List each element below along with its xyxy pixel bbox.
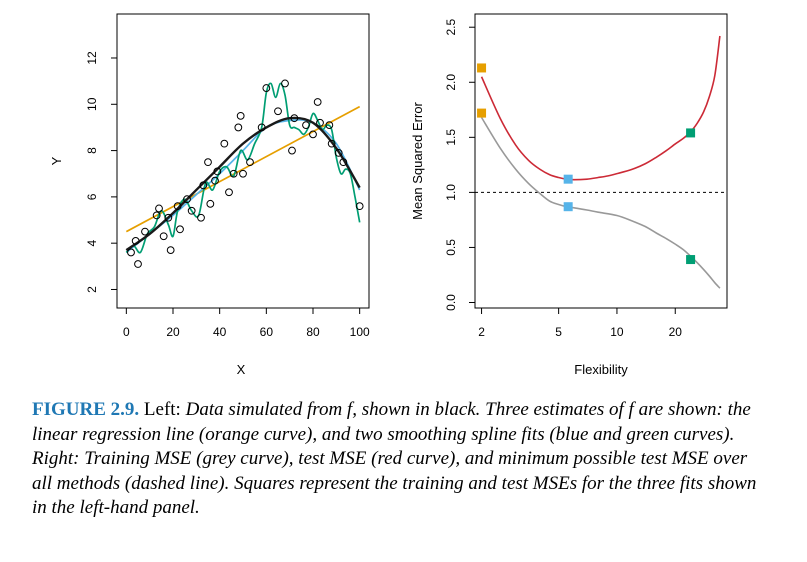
right-x-tick-label: 5 xyxy=(555,325,562,339)
right-y-tick-label: 0.0 xyxy=(444,294,458,311)
left-fitted-curves xyxy=(125,82,361,254)
right-curve-grey xyxy=(480,117,721,289)
left-data-point xyxy=(141,227,149,236)
left-data-point xyxy=(246,158,254,167)
figure-caption: FIGURE 2.9. Left: Data simulated from f,… xyxy=(32,398,762,521)
left-x-tick-label: 60 xyxy=(260,325,274,339)
right-axis-ticks: 2 5 10 20 0.0 0.5 1.0 1.5 2.0 2.5 xyxy=(444,19,682,339)
left-data-point xyxy=(159,232,168,241)
left-data-point xyxy=(288,146,296,155)
left-y-tick-label: 6 xyxy=(85,193,99,200)
left-y-axis-title: Y xyxy=(49,156,64,165)
right-panel-mse: 2 5 10 20 0.0 0.5 1.0 1.5 2.0 2.5 Flexibility Mea… xyxy=(410,13,728,377)
left-data-point xyxy=(281,79,289,88)
right-y-tick-label: 2.0 xyxy=(444,74,458,91)
left-data-point xyxy=(187,206,196,215)
left-data-point xyxy=(274,107,282,116)
left-data-point xyxy=(220,139,229,148)
left-curve-green xyxy=(125,82,361,254)
left-y-tick-label: 4 xyxy=(85,240,99,247)
left-data-point xyxy=(236,111,245,120)
right-plot-frame xyxy=(474,13,728,309)
left-data-point xyxy=(355,202,364,211)
left-data-point xyxy=(183,195,191,204)
left-x-tick-label: 40 xyxy=(213,325,227,339)
caption-figure-label: FIGURE 2.9. xyxy=(32,399,140,420)
left-data-points xyxy=(127,79,364,268)
right-y-tick-label: 0.5 xyxy=(444,239,458,256)
left-data-point xyxy=(257,123,266,132)
caption-body: Data simulated from f, shown in black. T… xyxy=(32,399,757,518)
left-x-tick-label: 100 xyxy=(350,325,370,339)
left-data-point xyxy=(325,121,334,130)
left-data-point xyxy=(234,123,243,132)
left-x-tick-label: 80 xyxy=(306,325,320,339)
left-data-point xyxy=(302,121,310,130)
left-data-point xyxy=(173,202,182,211)
left-data-point xyxy=(204,158,212,167)
left-data-point xyxy=(225,188,233,197)
left-data-point xyxy=(197,213,205,222)
right-square-orange xyxy=(477,63,487,73)
right-fit-squares xyxy=(477,63,696,265)
left-panel-scatter: 0 20 40 60 80 100 2 4 6 8 10 12 X Y xyxy=(49,13,370,377)
left-x-axis-title: X xyxy=(237,362,246,377)
left-axis-ticks: 0 20 40 60 80 100 2 4 6 8 10 12 xyxy=(85,51,370,339)
caption-lead: Left: xyxy=(139,399,186,420)
right-square-orange xyxy=(477,108,487,118)
left-y-tick-label: 10 xyxy=(85,97,99,111)
left-data-point xyxy=(213,167,222,176)
left-data-point xyxy=(134,260,142,268)
right-x-tick-label: 20 xyxy=(669,325,683,339)
right-square-blue xyxy=(563,202,573,212)
left-curve-black xyxy=(125,116,361,252)
left-data-point xyxy=(262,84,271,92)
left-data-point xyxy=(164,213,173,222)
right-square-blue xyxy=(563,174,573,184)
left-data-point xyxy=(339,158,348,167)
left-data-point xyxy=(211,176,219,185)
left-data-point xyxy=(309,130,317,139)
left-data-point xyxy=(152,211,161,220)
right-square-green xyxy=(686,255,696,265)
left-data-point xyxy=(290,114,299,123)
left-data-point xyxy=(206,199,215,208)
left-data-point xyxy=(155,204,163,213)
left-data-point xyxy=(334,148,343,157)
figure-panels: 0 20 40 60 80 100 2 4 6 8 10 12 X Y 2 5 10 20 0.0 0.5 1.0… xyxy=(49,13,728,377)
right-y-tick-label: 1.0 xyxy=(444,184,458,201)
right-x-tick-label: 2 xyxy=(478,325,485,339)
right-y-tick-label: 1.5 xyxy=(444,129,458,146)
left-data-point xyxy=(131,236,140,245)
left-x-tick-label: 0 xyxy=(123,325,130,339)
left-data-point xyxy=(166,246,175,255)
right-x-axis-title: Flexibility xyxy=(574,362,628,377)
left-data-point xyxy=(199,181,208,190)
left-curve-blue xyxy=(125,119,361,254)
left-y-tick-label: 12 xyxy=(85,51,99,65)
right-mse-curves xyxy=(475,35,727,289)
right-square-green xyxy=(686,128,696,138)
left-data-point xyxy=(229,169,238,178)
left-plot-frame xyxy=(116,13,370,309)
left-y-tick-label: 2 xyxy=(85,286,99,293)
left-data-point xyxy=(327,139,336,148)
left-data-point xyxy=(127,248,135,257)
left-data-point xyxy=(239,169,247,178)
right-curve-red xyxy=(480,35,721,181)
left-data-point xyxy=(316,118,324,127)
left-y-tick-label: 8 xyxy=(85,147,99,154)
left-data-point xyxy=(176,225,184,234)
right-y-axis-title: Mean Squared Error xyxy=(410,101,425,219)
right-y-tick-label: 2.5 xyxy=(444,19,458,36)
right-x-tick-label: 10 xyxy=(610,325,624,339)
left-x-tick-label: 20 xyxy=(166,325,180,339)
left-curve-orange xyxy=(125,105,361,233)
left-data-point xyxy=(313,98,322,106)
